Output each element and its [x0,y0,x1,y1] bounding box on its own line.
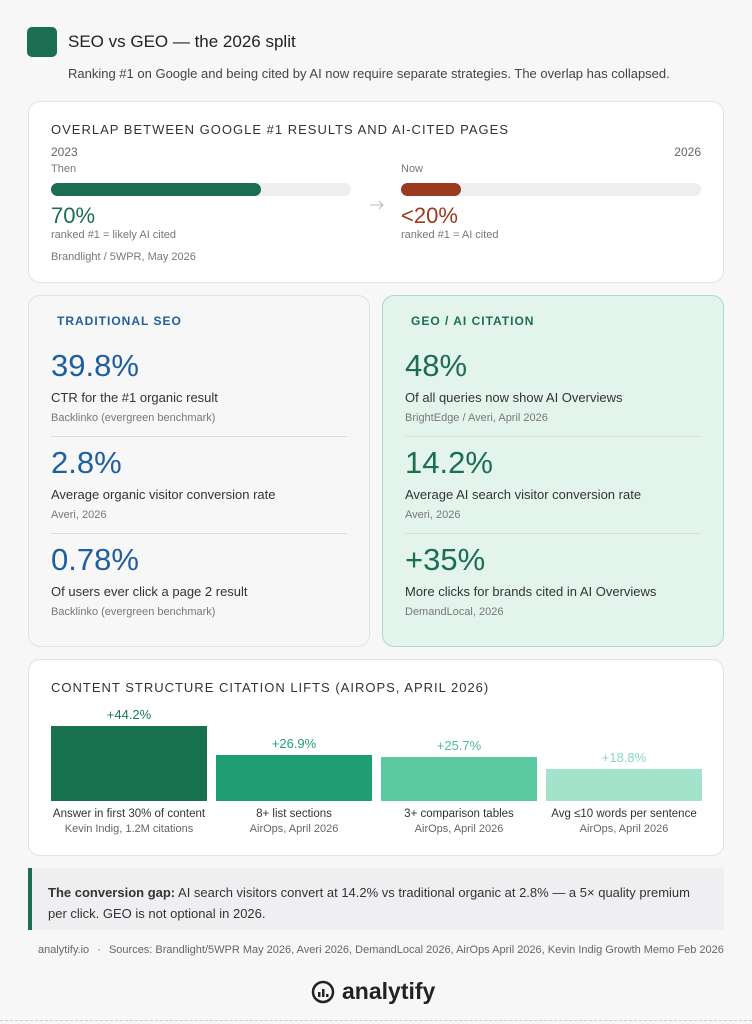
brand-icon [311,980,335,1004]
heading: GEO / AI CITATION [411,314,535,328]
stat-value: 14.2% [405,445,493,480]
caption: ranked #1 = AI cited [401,229,499,241]
bar-source: AirOps, April 2026 [414,823,504,835]
bar [51,183,261,196]
stat: 39.8% CTR for the #1 organic result Backli… [51,348,347,444]
label: Now [401,163,424,175]
bar-source: AirOps, April 2026 [579,823,669,835]
bar-value-label: +44.2% [106,707,152,722]
stat: 0.78% Of users ever click a page 2 result… [51,542,347,638]
track [51,183,351,196]
stat: 2.8% Average organic visitor conversion r… [51,445,347,541]
track [401,183,701,196]
heading: TRADITIONAL SEO [57,314,182,328]
stat-source: Averi, 2026 [51,509,107,521]
stat-description: CTR for the #1 organic result [51,390,218,405]
callout-lead: The conversion gap: [48,885,176,900]
bar [546,769,702,801]
edge [0,1020,752,1021]
stat-description: Average AI search visitor conversion rat… [405,487,642,502]
overlap-card: OVERLAP BETWEEN GOOGLE #1 RESULTS AND AI… [28,101,724,283]
bar-value-label: +25.7% [436,738,482,754]
stat-value: +35% [405,542,486,577]
arrow [370,200,384,210]
bar [51,726,207,801]
stat-source: BrightEdge / Averi, April 2026 [405,412,548,424]
bar [216,755,372,801]
bar-source: AirOps, April 2026 [249,823,339,835]
brand: analytify [342,978,436,1004]
year: 2023 [51,145,78,159]
stat-source: Backlinko (evergreen benchmark) [51,606,216,618]
divider [51,533,347,534]
source: Brandlight / 5WPR, May 2026 [51,251,196,263]
stat: 48% Of all queries now show AI Overviews B… [405,348,701,444]
bar-source: Kevin Indig, 1.2M citations [64,823,194,835]
divider [51,436,347,437]
stat-source: Averi, 2026 [405,509,461,521]
stat-description: Of all queries now show AI Overviews [405,390,623,405]
geo-panel: GEO / AI CITATION 48% Of all queries now … [382,295,724,647]
value: <20% [401,203,458,228]
stat: +35% More clicks for brands cited in AI O… [405,542,701,638]
divider [405,436,701,437]
bar-name: Answer in first 30% of content [52,808,206,820]
caption: ranked #1 = likely AI cited [51,229,177,241]
bar-name: Avg ≤10 words per sentence [551,808,697,820]
bar-value-label: +26.9% [271,736,317,752]
bar [381,757,537,801]
title: SEO vs GEO — the 2026 split [68,32,296,51]
callout-text: AI search visitors convert at 14.2% vs t… [48,885,690,921]
stat-description: Of users ever click a page 2 result [51,584,248,599]
stat-description: Average organic visitor conversion rate [51,487,276,502]
bar-value-label: +18.8% [601,750,647,766]
value: 70% [51,203,96,228]
bar [401,183,461,196]
lifts-card: CONTENT STRUCTURE CITATION LIFTS (AIROPS… [28,659,724,856]
subtitle: Ranking #1 on Google and being cited by … [68,66,670,81]
stat-description: More clicks for brands cited in AI Overv… [405,584,657,599]
callout: The conversion gap: AI search visitors c… [28,868,724,930]
heading: OVERLAP BETWEEN GOOGLE #1 RESULTS AND AI… [51,122,510,137]
stat-value: 48% [405,348,468,383]
logo-square [27,27,57,57]
site: analytify.io [38,944,90,956]
bar-name: 8+ list sections [256,808,332,820]
year: 2026 [674,145,701,159]
stat-value: 0.78% [51,542,139,577]
label: Then [51,163,77,175]
heading: CONTENT STRUCTURE CITATION LIFTS (AIROPS… [51,680,490,695]
seo-panel: TRADITIONAL SEO 39.8% CTR for the #1 orga… [28,295,370,647]
divider [405,533,701,534]
bar-name: 3+ comparison tables [404,808,514,820]
footer: analytify.io · Sources: Brandlight/5WPR … [38,944,724,956]
stat-value: 39.8% [51,348,139,383]
stat-source: Backlinko (evergreen benchmark) [51,412,216,424]
separator: · [97,944,101,956]
sources: Sources: Brandlight/5WPR May 2026, Averi… [108,944,724,956]
stat-value: 2.8% [51,445,122,480]
stat-source: DemandLocal, 2026 [405,606,504,618]
stat: 14.2% Average AI search visitor conversio… [405,445,701,541]
